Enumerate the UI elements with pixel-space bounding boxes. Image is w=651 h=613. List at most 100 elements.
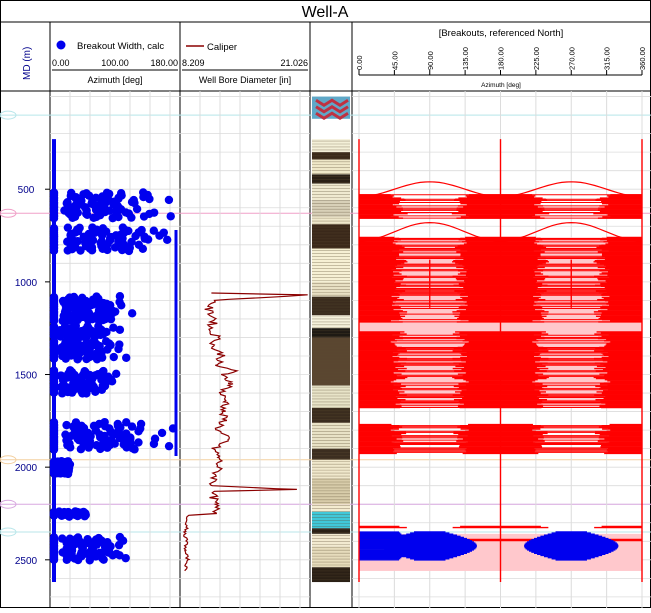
breakout-width-point: [130, 445, 139, 454]
breakout-width-point: [49, 246, 59, 255]
depth-tick-label: 500: [18, 185, 35, 196]
breakout-width-point: [114, 344, 123, 354]
breakout-width-point: [84, 316, 93, 325]
breakout-width-point: [132, 204, 142, 214]
breakout-width-point: [65, 316, 75, 325]
breakout-width-point: [73, 355, 82, 364]
breakout-width-point: [127, 213, 136, 222]
formation-marker-symbol: [0, 110, 17, 120]
lithology-symbol: [315, 98, 349, 108]
lithology-layer: [312, 248, 350, 282]
breakout-width-point: [115, 325, 125, 334]
breakout-track-title: [Breakouts, referenced North]: [439, 28, 564, 39]
lithology-layer: [312, 407, 350, 423]
lithology-layer: [312, 511, 350, 529]
depth-tick-label: 2000: [15, 463, 38, 474]
breakout-width-point: [157, 428, 167, 438]
breakout-width-point: [117, 301, 126, 310]
breakout-width-point: [82, 332, 92, 341]
breakout-width-point: [57, 511, 66, 520]
azimuth-scale-mid: 100.00: [101, 58, 129, 68]
lithology-layer: [312, 200, 350, 218]
breakout-width-point: [62, 420, 71, 430]
breakout-width-point: [85, 556, 94, 565]
breakout-width-point: [83, 210, 92, 219]
breakout-width-point: [82, 389, 91, 398]
caliper-axis-label: Well Bore Diameter [in]: [199, 75, 291, 85]
lithology-layer: [312, 448, 350, 460]
formation-marker-symbol: [0, 208, 17, 218]
breakout-width-point: [109, 352, 118, 362]
breakout-width-point: [164, 441, 174, 451]
breakout-width-point: [99, 555, 108, 564]
breakout-width-point: [73, 555, 83, 565]
depth-tick-label: 2500: [15, 556, 38, 567]
breakout-width-point: [127, 309, 137, 318]
breakout-width-point: [134, 438, 143, 447]
breakout-width-point: [49, 213, 59, 223]
breakout-width-point: [76, 246, 85, 255]
breakout-width-point: [164, 195, 174, 205]
breakout-tick-label: 135.00: [461, 47, 470, 70]
breakout-width-point: [117, 245, 127, 255]
breakout-width-point: [134, 427, 143, 436]
depth-tick-label: 1500: [15, 371, 38, 382]
breakout-width-point: [103, 345, 112, 354]
breakout-width-point: [155, 231, 164, 240]
breakout-width-point: [122, 418, 131, 427]
breakout-width-point: [65, 512, 74, 521]
breakout-tick-label: 0.00: [355, 55, 364, 70]
breakout-width-point: [104, 189, 114, 199]
lithology-layer: [312, 139, 350, 153]
breakout-width-point: [109, 323, 118, 332]
lithology-layer: [312, 174, 350, 184]
breakout-width-point: [87, 246, 97, 255]
breakout-width-point: [49, 354, 59, 363]
breakout-tick-label: 360.00: [638, 47, 647, 70]
breakout-width-point: [96, 444, 105, 454]
breakout-width-point: [63, 469, 73, 479]
formation-marker-symbol: [0, 527, 17, 537]
depth-tick-label: 1000: [15, 278, 38, 289]
lithology-layer: [312, 385, 350, 408]
lithology-layer: [312, 217, 350, 225]
lithology-layer: [312, 296, 350, 316]
caliper-legend-label: Caliper: [207, 42, 237, 53]
breakout-width-point: [49, 388, 59, 397]
breakout-width-point: [67, 388, 77, 397]
breakout-width-point: [138, 244, 148, 253]
breakout-width-point: [103, 245, 112, 255]
breakout-width-point: [58, 389, 67, 398]
breakout-width-point: [163, 235, 172, 245]
breakout-width-point: [62, 555, 72, 564]
breakout-width-point: [61, 354, 70, 363]
breakout-width-point: [139, 212, 149, 221]
breakout-width-point: [84, 443, 93, 452]
breakout-tick-label: 45.00: [390, 51, 399, 70]
lithology-layer: [312, 533, 350, 547]
breakout-width-point: [63, 246, 72, 255]
caliper-scale-max: 21.026: [280, 58, 308, 68]
depth-track-label: MD (m): [22, 47, 33, 80]
lithology-layer: [312, 328, 350, 338]
breakout-width-point: [49, 555, 59, 564]
breakout-tick-label: 90.00: [426, 51, 435, 70]
azimuth-axis-label: Azimuth [deg]: [87, 75, 142, 85]
breakout-width-point: [145, 194, 154, 204]
breakout-tick-label: 315.00: [603, 47, 612, 70]
breakout-width-point: [121, 553, 130, 563]
lithology-layer: [312, 422, 350, 449]
lithology-layer: [312, 528, 350, 534]
breakout-width-point: [110, 243, 120, 252]
breakout-axis-label: Azimuth [deg]: [481, 82, 521, 89]
breakout-width-point: [149, 439, 159, 449]
tracks: MD (m) 500 1000 1500 2000 2500 Breakout Width,…: [0, 22, 651, 608]
breakout-width-point: [89, 213, 98, 223]
breakout-width-point: [122, 353, 131, 362]
breakout-width-point: [63, 223, 73, 232]
chart-title: Well-A: [302, 4, 349, 21]
breakout-width-point: [166, 212, 175, 221]
breakout-width-point: [168, 424, 178, 433]
